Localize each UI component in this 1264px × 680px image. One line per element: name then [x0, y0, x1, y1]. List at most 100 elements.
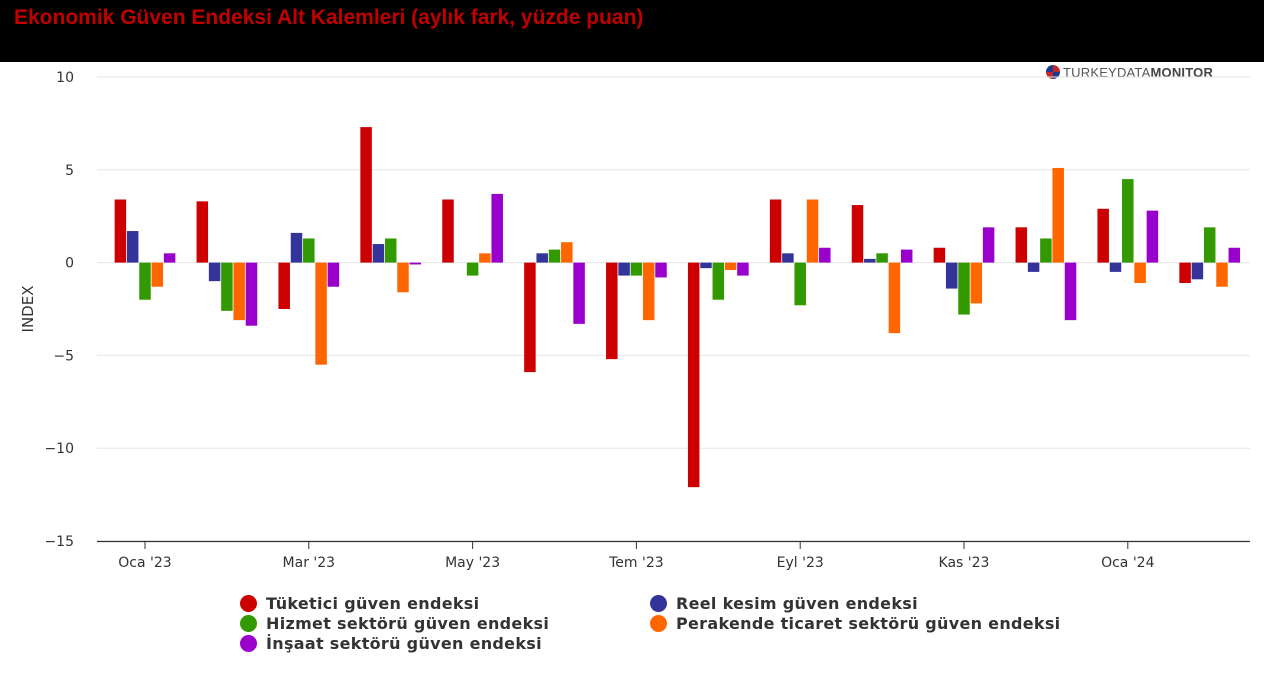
- y-tick-label: −10: [44, 441, 74, 457]
- brand-text-data: DATA: [1116, 64, 1151, 80]
- y-tick-label: 0: [65, 256, 74, 272]
- bar: [982, 227, 995, 263]
- legend-item[interactable]: İnşaat sektörü güven endeksi: [240, 634, 542, 653]
- bar: [245, 262, 258, 326]
- legend-label: İnşaat sektörü güven endeksi: [266, 634, 542, 653]
- x-tick-label: Tem '23: [608, 555, 664, 571]
- legend-item[interactable]: Perakende ticaret sektörü güven endeksi: [650, 614, 1060, 633]
- bar: [712, 262, 725, 300]
- x-tick-label: Oca '24: [1101, 555, 1155, 571]
- bar: [1015, 227, 1028, 263]
- bar: [384, 238, 397, 263]
- y-tick-label: −15: [44, 534, 74, 550]
- bar: [1122, 179, 1134, 263]
- y-tick-label: 5: [65, 163, 74, 179]
- x-tick-label: Mar '23: [283, 555, 336, 571]
- legend-marker-icon: [240, 615, 257, 632]
- bar: [479, 253, 491, 263]
- brand-text-turkey: TURKEY: [1063, 64, 1117, 80]
- bar: [1064, 262, 1077, 321]
- bar: [1134, 262, 1146, 284]
- bar: [221, 262, 233, 311]
- bar: [630, 262, 643, 276]
- bar: [573, 262, 585, 324]
- chart-title: Ekonomik Güven Endeksi Alt Kalemleri (ay…: [14, 6, 644, 29]
- bar: [945, 262, 958, 289]
- bar: [372, 244, 385, 263]
- legend-marker-icon: [240, 635, 257, 652]
- bar: [687, 262, 700, 488]
- bar: [327, 262, 340, 287]
- bar: [876, 253, 888, 263]
- x-tick-label: Oca '23: [118, 555, 171, 571]
- legend-label: Tüketici güven endeksi: [266, 594, 480, 613]
- bar: [491, 193, 503, 263]
- bar: [397, 262, 409, 293]
- bar: [360, 127, 372, 263]
- bar: [442, 199, 454, 263]
- bar: [970, 262, 983, 304]
- bar: [536, 253, 548, 263]
- bar: [806, 199, 819, 263]
- bar: [1216, 262, 1228, 287]
- y-tick-label: −5: [53, 348, 74, 364]
- bar: [606, 262, 618, 360]
- legend-item[interactable]: Hizmet sektörü güven endeksi: [240, 614, 549, 633]
- brand-text-monitor: MONITOR: [1150, 64, 1214, 80]
- legend-item[interactable]: Tüketici güven endeksi: [240, 594, 479, 613]
- bar: [1109, 262, 1122, 272]
- bar: [642, 262, 655, 321]
- bar: [303, 238, 315, 263]
- bar: [700, 262, 712, 269]
- bar: [208, 262, 221, 282]
- bar: [561, 242, 573, 263]
- bar: [1203, 227, 1216, 263]
- bar: [114, 199, 127, 263]
- legend-label: Reel kesim güven endeksi: [676, 594, 918, 613]
- legend-item[interactable]: Reel kesim güven endeksi: [650, 594, 918, 613]
- bar: [794, 262, 806, 306]
- bar: [233, 262, 245, 321]
- bar: [1040, 238, 1052, 263]
- bar: [315, 262, 327, 365]
- bar: [466, 262, 479, 276]
- bar: [851, 205, 864, 263]
- x-tick-label: May '23: [445, 555, 500, 571]
- bar: [888, 262, 901, 334]
- bar: [163, 253, 176, 263]
- bar: [1097, 208, 1109, 263]
- bar: [126, 231, 139, 263]
- legend-label: Perakende ticaret sektörü güven endeksi: [676, 614, 1061, 633]
- bar: [151, 262, 164, 287]
- bar: [769, 199, 782, 263]
- bar: [1228, 247, 1241, 263]
- bar: [819, 247, 831, 263]
- legend-label: Hizmet sektörü güven endeksi: [266, 614, 550, 633]
- bar: [724, 262, 737, 271]
- bar: [618, 262, 630, 276]
- bar: [958, 262, 970, 315]
- bar: [900, 249, 913, 263]
- y-axis-title: INDEX: [19, 286, 37, 333]
- brand-logo: TURKEY DATA MONITOR: [1046, 63, 1213, 81]
- bar: [1179, 262, 1191, 284]
- y-tick-label: 10: [56, 70, 74, 86]
- bar: [548, 249, 561, 263]
- bar: [1027, 262, 1040, 272]
- bar: [782, 253, 794, 263]
- bar: [1146, 210, 1159, 263]
- bar: [933, 247, 946, 263]
- bar: [864, 258, 876, 263]
- bar: [524, 262, 536, 373]
- legend-marker-icon: [650, 615, 667, 632]
- bar: [1191, 262, 1204, 280]
- bar: [655, 262, 667, 278]
- bar: [196, 201, 209, 263]
- bar: [409, 262, 422, 265]
- bar: [278, 262, 290, 309]
- x-tick-label: Kas '23: [939, 555, 990, 571]
- bar: [290, 232, 303, 263]
- bar: [1052, 167, 1064, 263]
- legend-marker-icon: [240, 595, 257, 612]
